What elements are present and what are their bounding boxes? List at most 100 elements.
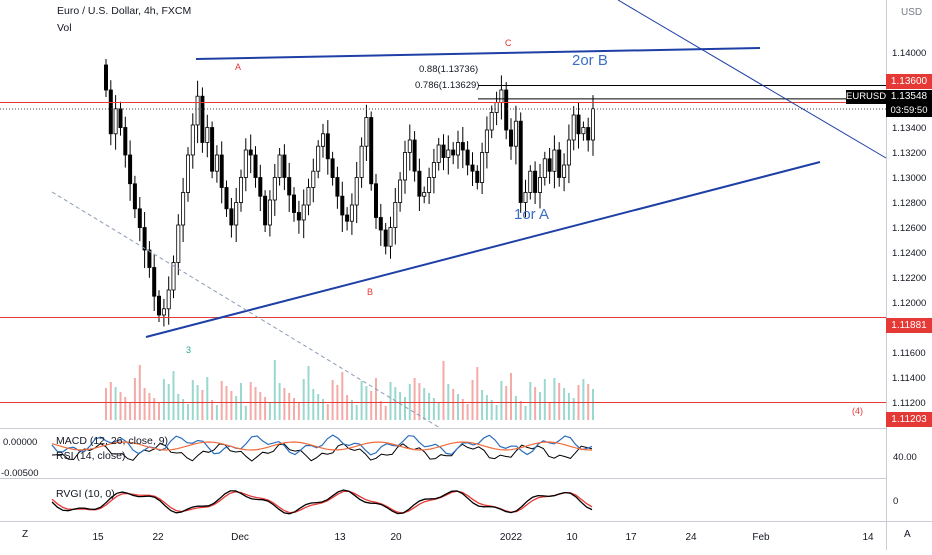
candle-body	[311, 170, 316, 188]
volume-bar	[162, 379, 165, 420]
volume-bar	[534, 387, 537, 420]
candle-body	[205, 127, 210, 143]
volume-bar	[510, 373, 512, 420]
candle-body	[282, 154, 287, 178]
candle-body	[190, 124, 195, 156]
volume-bar	[582, 379, 585, 420]
candle-body	[277, 154, 282, 178]
volume-bar	[293, 398, 295, 420]
volume-bar	[558, 383, 561, 420]
price-tick: 1.11200	[892, 398, 926, 409]
candle-body	[508, 129, 513, 147]
volume-bar	[563, 388, 566, 420]
candle-body	[349, 204, 354, 222]
volume-bar	[539, 392, 541, 420]
volume-bar	[119, 392, 122, 420]
candle-body	[185, 154, 190, 193]
price-tick: 1.11400	[892, 373, 926, 384]
volume-bar	[500, 381, 503, 420]
candle-body	[455, 142, 460, 156]
candle-body	[137, 208, 142, 229]
rsi-tick: 40.00	[893, 452, 917, 463]
volume-bar	[249, 382, 252, 420]
candle-body	[451, 149, 456, 156]
rvgi-legend[interactable]: RVGI (10, 0)	[56, 488, 115, 500]
volume-bar	[215, 405, 218, 420]
volume-bar	[529, 382, 532, 420]
drawn-lines[interactable]	[0, 0, 887, 429]
candle-body	[345, 214, 350, 222]
volume-bar	[428, 393, 431, 420]
candle-body	[591, 108, 596, 141]
candle-body	[238, 177, 243, 203]
macd-line	[51, 434, 593, 456]
volume-bar	[519, 401, 522, 420]
candle-body	[547, 158, 552, 172]
volume-bar	[211, 400, 214, 420]
candle-body	[528, 170, 533, 193]
candle-body	[446, 149, 451, 158]
candle-body	[156, 295, 161, 316]
volume-bar	[105, 388, 107, 420]
volume-bar	[322, 399, 324, 420]
volume-bar	[172, 371, 175, 420]
candle-body	[571, 114, 576, 141]
macd-tick-neg: -0.00500	[1, 468, 39, 479]
auto-scale-button[interactable]: A	[904, 529, 911, 540]
candle-body	[412, 139, 417, 172]
zoom-button[interactable]: Z	[22, 529, 29, 540]
price-tick: 1.13000	[892, 173, 926, 184]
candle-body	[267, 199, 272, 226]
candle-body	[108, 89, 113, 135]
volume-bar	[457, 394, 459, 420]
volume-bar	[133, 378, 136, 420]
price-tick: 1.12400	[892, 248, 926, 259]
countdown-badge: 03:59:50	[886, 104, 932, 117]
current-price-badge: 1.13548	[886, 90, 932, 104]
candle-body	[494, 102, 499, 113]
candle-body	[301, 204, 306, 221]
volume-bar	[230, 391, 233, 420]
candle-body	[248, 149, 253, 156]
fib-label-0786: 0.786(1.13629)	[415, 80, 480, 91]
candle-body	[243, 149, 248, 178]
candle-body	[354, 177, 359, 206]
candle-body	[513, 120, 518, 147]
time-tick: 22	[152, 532, 164, 543]
volume-bar	[148, 393, 151, 420]
candle-body	[296, 212, 301, 221]
volume-bar	[548, 402, 551, 420]
volume-bar	[326, 404, 329, 420]
symbol-title[interactable]: Euro / U.S. Dollar, 4h, FXCM	[57, 5, 192, 17]
macd-signal-line	[51, 441, 593, 451]
volume-bar	[138, 365, 141, 420]
level-badge-bottom: 1.11203	[886, 412, 932, 427]
time-tick: 24	[685, 532, 697, 543]
price-tick: 1.12000	[892, 298, 926, 309]
volume-bar	[350, 400, 353, 420]
candle-body	[272, 177, 277, 201]
volume-bar	[553, 378, 556, 420]
candle-body	[364, 117, 369, 147]
volume-bar	[524, 406, 527, 420]
level-badge-upper: 1.13600	[886, 74, 932, 89]
candles[interactable]	[104, 59, 596, 327]
time-tick: 2022	[500, 532, 523, 543]
candle-body	[470, 164, 475, 172]
candle-body	[128, 154, 133, 185]
volume-label: Vol	[57, 22, 72, 34]
rsi-legend[interactable]: RSI (14, close)	[56, 450, 126, 462]
candle-body	[533, 170, 538, 193]
candle-body	[402, 152, 407, 181]
volume-bar	[240, 383, 242, 420]
candle-body	[176, 224, 181, 263]
macd-legend[interactable]: MACD (12, 26, close, 9)	[56, 435, 169, 447]
volume-bar	[418, 383, 421, 420]
volume-bar	[206, 377, 209, 420]
volume-bar	[370, 391, 373, 420]
candle-body	[229, 208, 234, 226]
candle-body	[200, 95, 205, 143]
candle-body	[523, 192, 528, 203]
volume-bar	[273, 360, 276, 420]
